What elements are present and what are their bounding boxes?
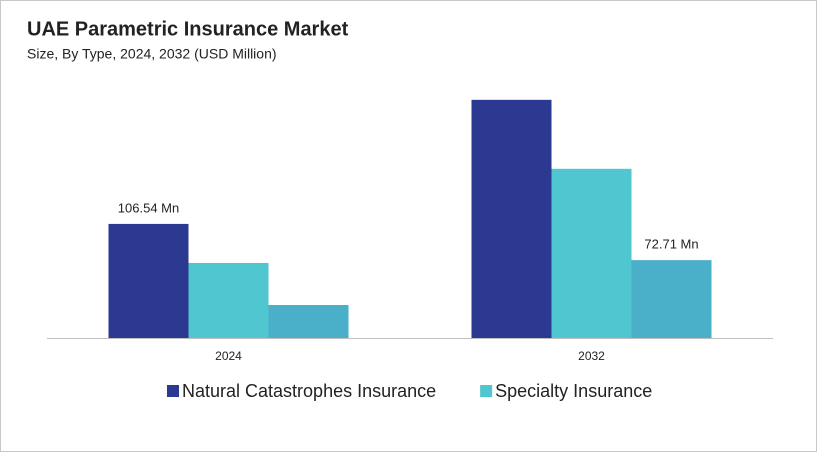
bar xyxy=(471,99,552,338)
bar xyxy=(108,223,189,338)
bar xyxy=(188,262,269,338)
x-tick-label: 2032 xyxy=(578,349,605,363)
legend-swatch xyxy=(167,385,179,397)
legend-label: Specialty Insurance xyxy=(495,381,652,401)
data-label: 106.54 Mn xyxy=(118,200,179,215)
legend-swatch xyxy=(480,385,493,397)
legend-label: Natural Catastrophes Insurance xyxy=(182,381,436,401)
chart-subtitle: Size, By Type, 2024, 2032 (USD Million) xyxy=(27,46,277,62)
data-label: 72.71 Mn xyxy=(644,237,698,252)
x-tick-label: 2024 xyxy=(215,349,242,363)
bar xyxy=(268,305,349,338)
bar xyxy=(631,260,712,338)
bar xyxy=(551,168,632,338)
chart-title: UAE Parametric Insurance Market xyxy=(27,18,349,40)
